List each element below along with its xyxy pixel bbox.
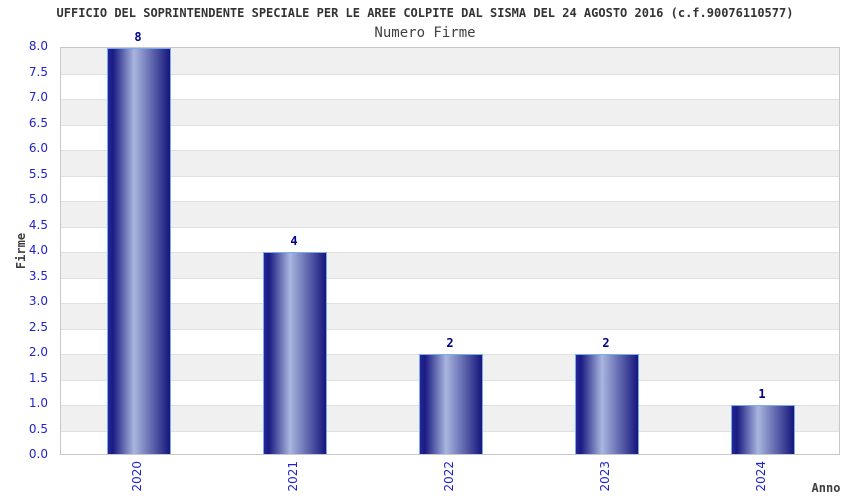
bar-2023 xyxy=(575,354,639,454)
x-tick-2020: 2020 xyxy=(130,461,144,492)
plot-band xyxy=(61,201,839,227)
gridline xyxy=(61,303,839,304)
y-tick-5.5: 5.5 xyxy=(28,166,48,181)
bar-2020 xyxy=(107,48,171,454)
plot-band xyxy=(61,48,839,74)
gridline xyxy=(61,252,839,253)
plot-area xyxy=(60,47,840,455)
y-tick-7.5: 7.5 xyxy=(28,64,48,79)
plot-band xyxy=(61,175,839,201)
y-tick-6.0: 6.0 xyxy=(28,141,48,155)
gridline xyxy=(61,124,839,126)
gridline xyxy=(61,99,839,100)
plot-band xyxy=(61,124,839,150)
y-tick-7.0: 7.0 xyxy=(28,90,48,104)
y-tick-4.0: 4.0 xyxy=(28,243,48,257)
x-tick-2023: 2023 xyxy=(598,461,612,492)
bar-value-label-2022: 2 xyxy=(446,336,454,350)
chart-subtitle: Numero Firme xyxy=(374,25,476,41)
gridline xyxy=(61,328,839,330)
y-tick-2.5: 2.5 xyxy=(28,319,48,334)
x-axis-label: Anno xyxy=(811,481,841,495)
y-tick-1.0: 1.0 xyxy=(28,396,48,410)
plot-band xyxy=(61,303,839,329)
plot-band xyxy=(61,252,839,278)
y-tick-4.5: 4.5 xyxy=(28,217,48,232)
bar-value-label-2020: 8 xyxy=(134,30,142,44)
bar-value-label-2021: 4 xyxy=(290,234,298,248)
plot-band xyxy=(61,150,839,176)
y-tick-2.0: 2.0 xyxy=(28,345,48,359)
y-tick-5.0: 5.0 xyxy=(28,192,48,206)
plot-band xyxy=(61,73,839,99)
gridline xyxy=(61,201,839,202)
y-tick-6.5: 6.5 xyxy=(28,115,48,130)
bar-2024 xyxy=(731,405,795,454)
x-tick-2024: 2024 xyxy=(754,461,768,492)
y-tick-0.5: 0.5 xyxy=(28,421,48,436)
x-tick-2021: 2021 xyxy=(286,461,300,492)
gridline xyxy=(61,150,839,151)
gridline xyxy=(61,226,839,228)
y-tick-1.5: 1.5 xyxy=(28,370,48,385)
bar-value-label-2024: 1 xyxy=(758,387,766,401)
gridline xyxy=(61,73,839,75)
chart-title: UFFICIO DEL SOPRINTENDENTE SPECIALE PER … xyxy=(56,6,794,20)
bar-value-label-2023: 2 xyxy=(602,336,610,350)
bar-2021 xyxy=(263,252,327,454)
bar-2022 xyxy=(419,354,483,454)
y-tick-8.0: 8.0 xyxy=(28,39,48,53)
plot-band xyxy=(61,99,839,125)
plot-band xyxy=(61,277,839,303)
y-tick-0.0: 0.0 xyxy=(28,447,48,461)
plot-band xyxy=(61,328,839,354)
y-tick-3.0: 3.0 xyxy=(28,294,48,308)
x-tick-2022: 2022 xyxy=(442,461,456,492)
gridline xyxy=(61,175,839,177)
plot-band xyxy=(61,226,839,252)
y-tick-3.5: 3.5 xyxy=(28,268,48,283)
gridline xyxy=(61,277,839,279)
